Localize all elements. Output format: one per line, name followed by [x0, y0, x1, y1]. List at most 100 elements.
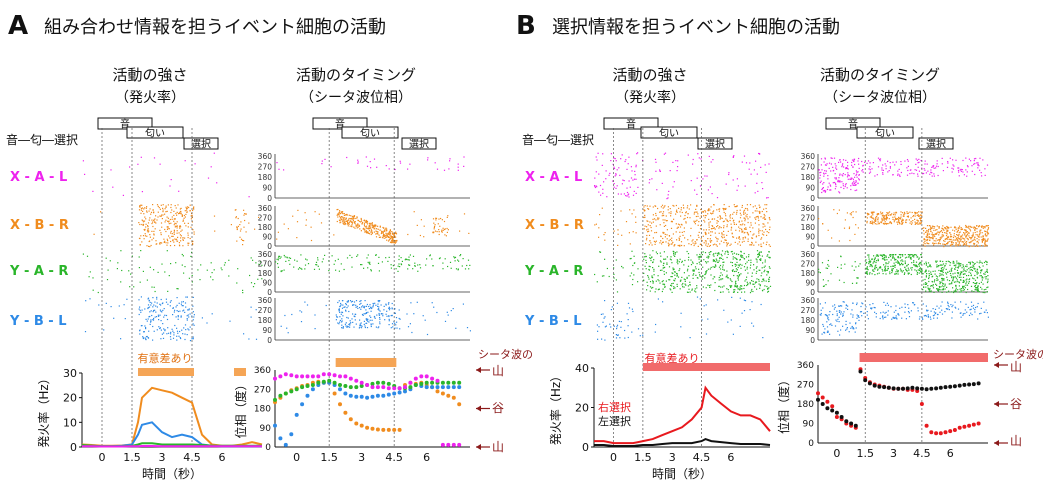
a-phase-spike: [393, 234, 395, 236]
b-rate-spike: [749, 309, 751, 311]
b-rate-spike: [693, 213, 695, 215]
a-phase-spike: [387, 260, 389, 262]
b-phase-spike: [836, 320, 838, 322]
a-rate-spike: [171, 209, 173, 211]
a-phase-spike: [392, 233, 394, 235]
a-phase-spike: [353, 215, 356, 217]
b-rate-spike: [768, 256, 770, 258]
a-rate-spike: [151, 219, 153, 221]
b-phase-spike: [936, 163, 938, 165]
a-rate-spike: [230, 224, 232, 226]
a-rate-spike: [159, 229, 161, 231]
b-rate-spike: [769, 226, 771, 228]
b-rate-spike: [712, 212, 714, 214]
b-rate-spike: [756, 259, 758, 261]
a-rate-spike: [172, 235, 174, 237]
b-phase-spike: [923, 242, 925, 244]
a-rate-spike: [191, 338, 193, 340]
b-rate-spike: [723, 204, 725, 206]
a-phase-spike: [463, 165, 465, 167]
a-phase-spike: [340, 217, 342, 219]
b-phase-spike: [820, 164, 822, 166]
b-rate-spike: [713, 227, 715, 229]
b-phase-spike: [963, 281, 965, 283]
b-rate-spike: [668, 266, 671, 268]
b-phase-spike: [946, 236, 949, 238]
a-rate-spike: [236, 227, 238, 229]
b-phase-spike: [928, 239, 931, 241]
a-phase-spike: [386, 233, 388, 235]
b-phase-spike: [984, 168, 986, 170]
a-phase-spike: [412, 255, 415, 257]
b-phase-spike: [933, 234, 935, 236]
b-phase-spike: [854, 182, 856, 184]
b-phase-spike: [978, 282, 980, 285]
b-rate-spike: [693, 220, 695, 222]
b-phase-spike: [882, 219, 884, 221]
a-phase-spike: [432, 218, 435, 220]
b-phase-spike: [922, 318, 924, 320]
b-rate-spike: [714, 266, 716, 268]
b-phase-spike: [957, 289, 959, 291]
b-phase-spike: [953, 261, 955, 263]
a-rate-spike: [206, 269, 208, 271]
b-phase-spike: [914, 213, 916, 215]
b-phase-spike: [838, 305, 840, 307]
a-trial-label-yar: Y - A - R: [9, 264, 68, 279]
a-rate-spike: [140, 296, 142, 298]
b-rate-spike: [726, 270, 728, 272]
b-rate-spike: [734, 281, 737, 283]
b-phase-spike: [974, 245, 976, 247]
a-phase-spike: [369, 223, 371, 225]
b-phase-spike: [915, 264, 917, 266]
b-rate-spike: [643, 206, 645, 208]
b-phase-spike: [979, 230, 981, 232]
b-phase-spike: [884, 215, 886, 217]
b-phase-spike: [820, 314, 822, 316]
b-rate-spike: [729, 215, 731, 217]
b-phase-spike: [896, 260, 899, 262]
b-phase-spike: [906, 270, 908, 272]
b-phase-spike: [937, 174, 939, 177]
b-rate-spike: [645, 268, 647, 270]
b-phase-spike: [933, 175, 935, 177]
a-rate-spike: [157, 205, 159, 207]
a-phase-tick-1-1: 90: [262, 233, 272, 242]
a-phase-spike: [388, 234, 390, 236]
b-phase-spike: [923, 227, 925, 229]
b-rate-spike: [652, 286, 654, 289]
b-rate-spike: [696, 254, 698, 256]
b-rate-spike: [648, 208, 650, 210]
b-rate-spike: [624, 160, 626, 163]
a-rate-spike: [106, 279, 109, 281]
b-phase-spike: [950, 268, 952, 270]
a-rate-spike: [147, 297, 150, 299]
b-phase-spike: [944, 285, 946, 287]
a-phase-spike: [394, 236, 396, 238]
b-phase-spike: [972, 234, 974, 236]
b-phase-spike: [956, 231, 958, 233]
b-rate-spike: [650, 257, 652, 260]
b-rate-spike: [663, 225, 665, 227]
b-rate-spike: [688, 288, 690, 290]
b-phase-spike: [855, 322, 857, 324]
b-rate-spike: [690, 227, 692, 229]
b-rate-spike: [738, 237, 740, 239]
b-rate-spike: [678, 238, 681, 240]
b-phase-spike: [849, 239, 851, 242]
a-phase-spike: [375, 254, 377, 256]
a-phase-spike: [431, 302, 433, 304]
a-phase-spike: [416, 301, 418, 303]
a-rate-spike: [191, 281, 193, 283]
b-phase-spike: [824, 302, 826, 304]
b-phase-spike: [822, 307, 824, 309]
b-rate-spike: [652, 221, 654, 223]
b-rate-spike: [594, 185, 596, 187]
b-phase-spike: [931, 175, 933, 177]
b-phase-spike: [873, 260, 875, 262]
b-phase-spike: [984, 239, 986, 241]
a-phase-spike: [337, 258, 339, 260]
b-rate-spike: [708, 208, 710, 210]
a-phase-spike: [376, 228, 378, 230]
b-phase-spike: [986, 231, 988, 233]
